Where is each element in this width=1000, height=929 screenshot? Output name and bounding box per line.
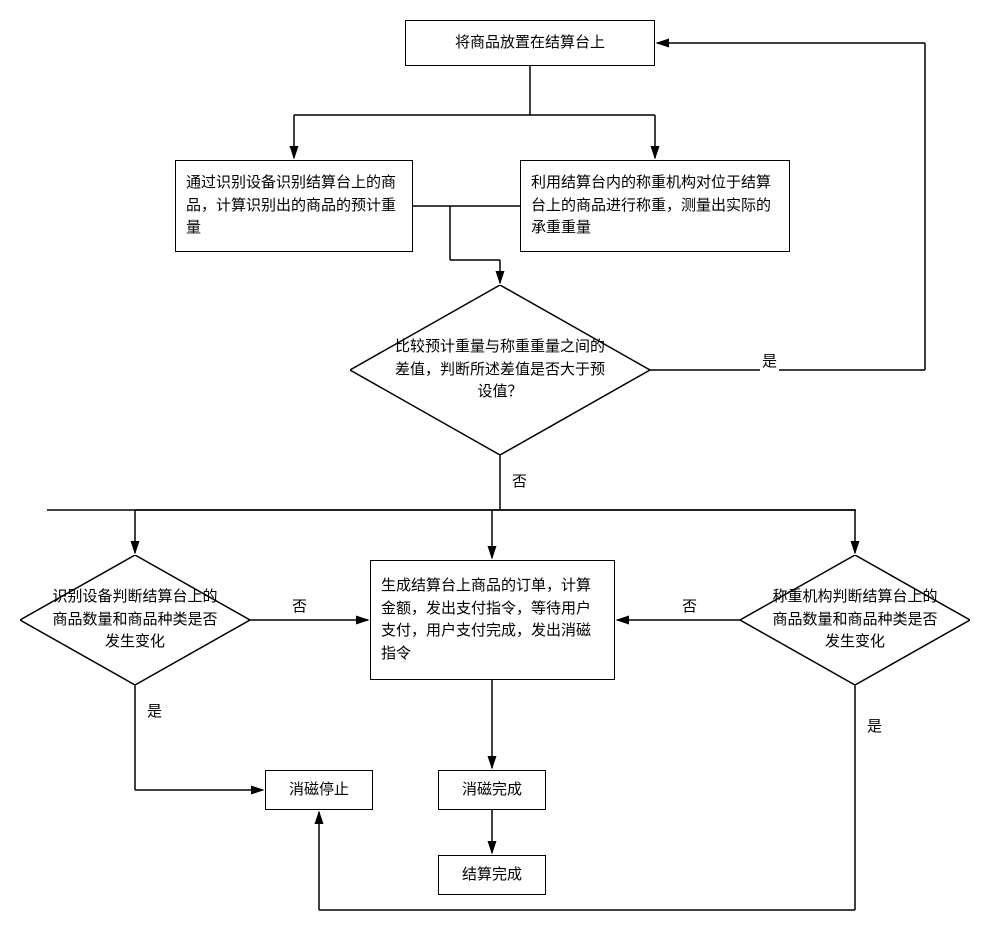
- label-compare-no: 否: [510, 470, 529, 491]
- node-check-id-text: 识别设备判断结算台上的商品数量和商品种类是否发生变化: [50, 586, 220, 654]
- node-demag-done-text: 消磁完成: [462, 779, 522, 802]
- node-order-text: 生成结算台上商品的订单，计算金额，发出支付指令，等待用户支付，用户支付完成，发出…: [381, 575, 604, 665]
- label-checkid-no: 否: [290, 595, 309, 616]
- node-compare-text: 比较预计重量与称重重量之间的差值，判断所述差值是否大于预设值？: [395, 336, 605, 404]
- label-checkweigh-no: 否: [680, 595, 699, 616]
- node-demag-stop: 消磁停止: [265, 770, 373, 810]
- node-demag-stop-text: 消磁停止: [289, 779, 349, 802]
- node-start: 将商品放置在结算台上: [405, 20, 655, 66]
- node-settle-done: 结算完成: [438, 855, 546, 895]
- node-check-weigh: 称重机构判断结算台上的商品数量和商品种类是否发生变化: [740, 555, 970, 685]
- node-demag-done: 消磁完成: [438, 770, 546, 810]
- node-order: 生成结算台上商品的订单，计算金额，发出支付指令，等待用户支付，用户支付完成，发出…: [370, 560, 615, 680]
- node-identify: 通过识别设备识别结算台上的商品，计算识别出的商品的预计重量: [175, 160, 413, 252]
- node-start-text: 将商品放置在结算台上: [455, 32, 605, 55]
- node-compare: 比较预计重量与称重重量之间的差值，判断所述差值是否大于预设值？: [350, 285, 650, 455]
- node-check-id: 识别设备判断结算台上的商品数量和商品种类是否发生变化: [20, 555, 250, 685]
- label-compare-yes: 是: [760, 350, 779, 371]
- node-weigh-text: 利用结算台内的称重机构对位于结算台上的商品进行称重，测量出实际的承重重量: [531, 172, 779, 240]
- flowchart-canvas: 将商品放置在结算台上 通过识别设备识别结算台上的商品，计算识别出的商品的预计重量…: [0, 0, 1000, 929]
- node-settle-done-text: 结算完成: [462, 864, 522, 887]
- label-checkid-yes: 是: [145, 700, 164, 721]
- node-identify-text: 通过识别设备识别结算台上的商品，计算识别出的商品的预计重量: [186, 172, 402, 240]
- node-check-weigh-text: 称重机构判断结算台上的商品数量和商品种类是否发生变化: [770, 586, 940, 654]
- label-checkweigh-yes: 是: [865, 715, 884, 736]
- node-weigh: 利用结算台内的称重机构对位于结算台上的商品进行称重，测量出实际的承重重量: [520, 160, 790, 252]
